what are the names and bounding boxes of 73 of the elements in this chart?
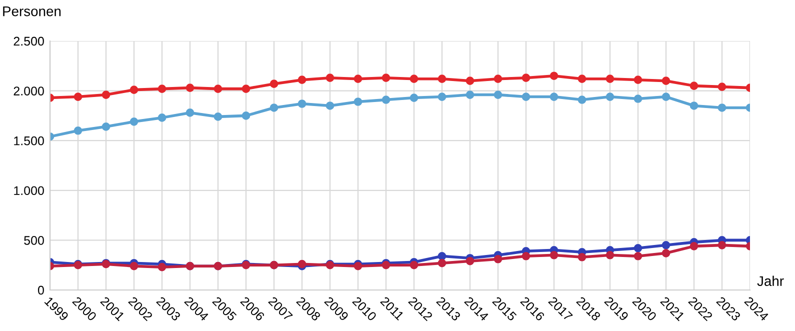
point bbox=[578, 96, 586, 104]
point bbox=[494, 74, 502, 84]
point bbox=[410, 74, 418, 84]
point bbox=[438, 92, 446, 101]
x-axis-title: Jahr bbox=[757, 276, 784, 286]
point bbox=[270, 80, 278, 88]
point bbox=[578, 74, 586, 84]
point bbox=[130, 86, 138, 94]
point bbox=[354, 98, 362, 106]
point bbox=[634, 244, 642, 252]
point bbox=[214, 112, 222, 121]
point bbox=[550, 92, 558, 101]
point bbox=[158, 262, 166, 272]
point bbox=[438, 252, 446, 260]
point bbox=[494, 90, 502, 99]
point bbox=[438, 258, 446, 268]
point bbox=[606, 92, 614, 101]
y-tick-label: 0 bbox=[38, 286, 44, 295]
point bbox=[382, 96, 390, 104]
point bbox=[466, 90, 474, 99]
point bbox=[242, 112, 250, 120]
point bbox=[74, 126, 82, 135]
point bbox=[662, 92, 670, 101]
y-tick-label: 1.000 bbox=[14, 186, 44, 196]
point bbox=[578, 252, 586, 262]
point bbox=[438, 74, 446, 84]
point bbox=[662, 241, 670, 250]
y-axis-title: Personen bbox=[3, 6, 61, 16]
point bbox=[522, 252, 530, 260]
y-tick-label: 2.000 bbox=[14, 86, 44, 96]
point bbox=[186, 84, 194, 92]
point bbox=[410, 94, 418, 102]
y-tick-label: 500 bbox=[24, 236, 44, 245]
point bbox=[242, 84, 250, 93]
y-tick-label: 1.500 bbox=[14, 136, 44, 146]
point bbox=[410, 260, 418, 270]
point bbox=[130, 262, 138, 270]
point bbox=[690, 82, 698, 90]
point bbox=[494, 254, 502, 264]
point bbox=[550, 250, 558, 260]
point bbox=[102, 90, 110, 99]
point bbox=[158, 84, 166, 93]
point bbox=[718, 241, 726, 250]
point bbox=[74, 92, 82, 101]
point bbox=[298, 100, 306, 108]
point bbox=[662, 248, 670, 258]
point bbox=[130, 118, 138, 126]
point bbox=[298, 76, 306, 84]
point bbox=[270, 104, 278, 112]
point bbox=[718, 82, 726, 91]
point bbox=[550, 72, 558, 80]
point bbox=[326, 74, 334, 82]
point bbox=[606, 74, 614, 84]
point bbox=[522, 92, 530, 101]
point bbox=[690, 242, 698, 250]
y-tick-label: 2.500 bbox=[14, 36, 44, 46]
point bbox=[634, 252, 642, 260]
point bbox=[382, 74, 390, 82]
point bbox=[102, 122, 110, 131]
point bbox=[634, 76, 642, 84]
point bbox=[354, 74, 362, 84]
point bbox=[522, 74, 530, 82]
point bbox=[690, 102, 698, 110]
point bbox=[634, 94, 642, 103]
point bbox=[718, 104, 726, 112]
point bbox=[466, 256, 474, 266]
point bbox=[662, 76, 670, 86]
point bbox=[214, 84, 222, 93]
point bbox=[158, 114, 166, 122]
point bbox=[326, 102, 334, 110]
point bbox=[466, 76, 474, 86]
point bbox=[186, 108, 194, 117]
point bbox=[606, 250, 614, 260]
